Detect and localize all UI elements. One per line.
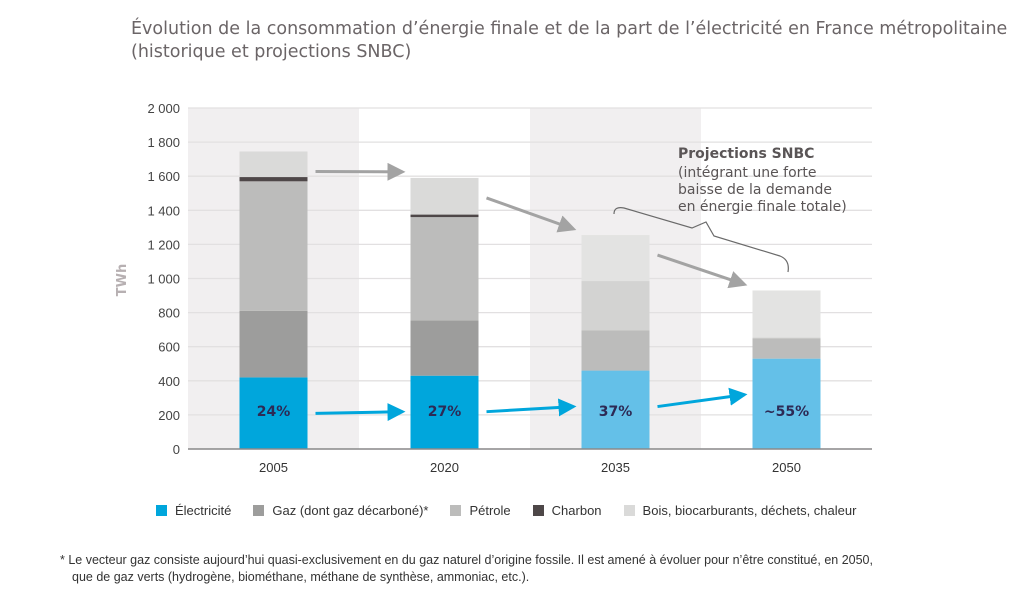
trend-arrow-total	[485, 196, 577, 233]
electricity-share-label: 27%	[428, 404, 462, 420]
annotation-title: Projections SNBC	[678, 146, 814, 162]
annotation-line: baisse de la demande	[678, 182, 832, 198]
legend-swatch	[156, 505, 167, 516]
x-tick-label: 2020	[430, 460, 459, 475]
y-axis-label: TWh	[115, 264, 130, 296]
legend-swatch	[623, 505, 635, 516]
bar-segment-2035-bois,	[581, 235, 650, 282]
bar-segment-2035-électricité	[581, 370, 650, 449]
y-tick-label: 1 400	[147, 203, 180, 218]
bar-segment-2050-électricité	[752, 358, 821, 449]
legend-label: Bois, biocarburants, déchets, chaleur	[642, 503, 857, 518]
legend-item: Charbon	[532, 503, 602, 518]
x-tick-label: 2035	[601, 460, 630, 475]
chart-title: Évolution de la consommation d’énergie f…	[131, 18, 1011, 64]
legend-swatch	[532, 505, 544, 516]
bar-segment-2035-pétrole	[581, 281, 650, 331]
legend-swatch	[450, 505, 462, 516]
title-line-2: (historique et projections SNBC)	[131, 42, 412, 62]
title-line-1: Évolution de la consommation d’énergie f…	[131, 19, 1008, 39]
legend-item: Pétrole	[450, 503, 511, 518]
x-tick-label: 2050	[772, 460, 801, 475]
bar-segment-2050-bois,	[752, 290, 821, 338]
y-tick-label: 1 000	[147, 272, 180, 287]
electricity-share-label: ~55%	[764, 404, 809, 420]
y-tick-label: 800	[158, 306, 180, 321]
bar-segment-2005-électricité	[239, 377, 308, 449]
legend-label: Pétrole	[469, 503, 511, 518]
y-tick-label: 600	[158, 340, 180, 355]
bar-segment-2020-pétrole	[410, 217, 479, 321]
footnote-line-1: * Le vecteur gaz consiste aujourd’hui qu…	[60, 553, 873, 567]
electricity-share-label: 37%	[599, 404, 633, 420]
bar-segment-2020-électricité	[410, 375, 479, 449]
footnote-line-2: que de gaz verts (hydrogène, biométhane,…	[72, 570, 530, 584]
projection-bracket	[613, 207, 789, 273]
y-tick-label: 1 800	[147, 135, 180, 150]
legend-swatch	[253, 505, 265, 516]
legend-item: Bois, biocarburants, déchets, chaleur	[623, 503, 857, 518]
y-tick-label: 2 000	[147, 101, 180, 116]
footnote: * Le vecteur gaz consiste aujourd’hui qu…	[60, 552, 1000, 586]
legend-label: Gaz (dont gaz décarboné)*	[272, 503, 429, 518]
electricity-share-label: 24%	[257, 404, 291, 420]
trend-arrow-total	[657, 253, 748, 289]
y-tick-label: 0	[173, 442, 180, 457]
bar-segment-2005-pétrole	[239, 181, 308, 311]
x-tick-label: 2005	[259, 460, 288, 475]
bar-segment-2020-gaz	[410, 320, 479, 376]
bar-segment-2035-gaz	[581, 330, 650, 371]
annotation-line: (intégrant une forte	[678, 165, 817, 181]
bar-segment-2050-gaz	[752, 338, 821, 359]
trend-arrow-electricity	[315, 402, 406, 421]
legend-item: Électricité	[156, 503, 231, 518]
bar-segment-2050-pétrole	[752, 337, 821, 339]
bar-segment-2005-charbon	[239, 177, 308, 182]
legend-item: Gaz (dont gaz décarboné)*	[253, 503, 428, 518]
annotation-line: en énergie finale totale)	[678, 199, 847, 215]
trend-arrow-electricity	[657, 387, 748, 409]
legend-label: Charbon	[551, 503, 602, 518]
legend: Électricité Gaz (dont gaz décarboné)* Pétr…	[156, 503, 856, 518]
bar-segment-2020-charbon	[410, 214, 479, 218]
bar-segment-2005-bois,	[239, 151, 308, 178]
trend-arrow-electricity	[486, 398, 577, 417]
bar-segment-2020-bois,	[410, 177, 479, 215]
y-tick-label: 400	[158, 374, 180, 389]
y-tick-label: 200	[158, 408, 180, 423]
bar-segment-2005-gaz	[239, 310, 308, 378]
y-tick-label: 1 600	[147, 169, 180, 184]
y-tick-label: 1 200	[147, 237, 180, 252]
legend-label: Électricité	[175, 503, 232, 518]
